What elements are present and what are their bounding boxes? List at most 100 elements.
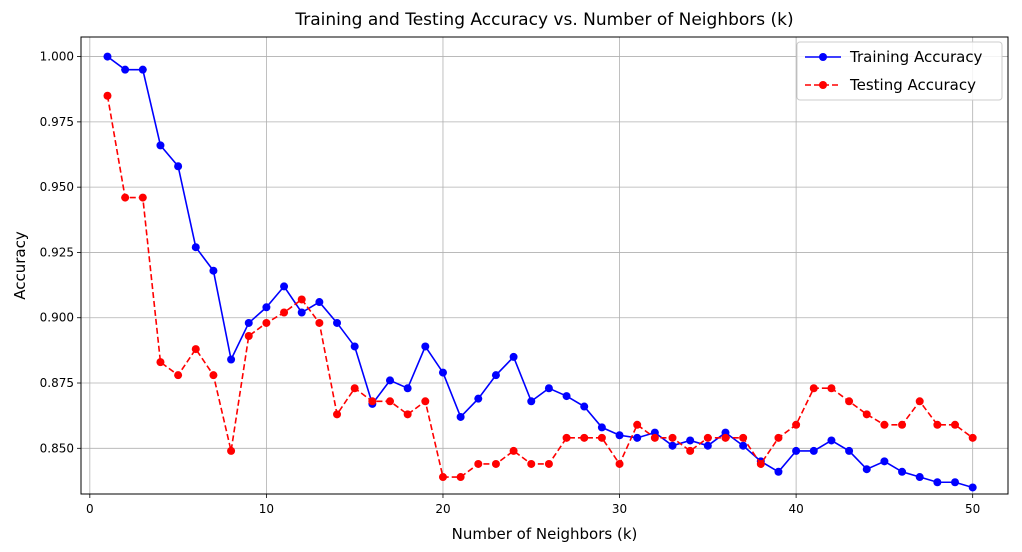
data-point <box>827 384 836 393</box>
legend-label: Training Accuracy <box>849 48 983 66</box>
data-point <box>792 446 801 455</box>
data-point <box>191 243 200 252</box>
series-0 <box>103 52 977 492</box>
data-point <box>809 446 818 455</box>
data-point <box>491 371 500 380</box>
data-point <box>421 397 430 406</box>
data-point <box>262 303 271 312</box>
data-point <box>297 295 306 304</box>
data-point <box>597 433 606 442</box>
data-point <box>280 308 289 317</box>
data-point <box>968 483 977 492</box>
data-point <box>809 384 818 393</box>
y-tick-label: 0.975 <box>40 115 74 129</box>
data-point <box>509 446 518 455</box>
data-point <box>650 433 659 442</box>
data-point <box>739 441 748 450</box>
x-tick-label: 30 <box>612 502 627 516</box>
data-point <box>438 473 447 482</box>
data-point <box>951 478 960 487</box>
x-tick-label: 40 <box>788 502 803 516</box>
chart-title: Training and Testing Accuracy vs. Number… <box>294 10 793 30</box>
data-point <box>898 467 907 476</box>
data-point <box>668 441 677 450</box>
data-point <box>315 318 324 327</box>
data-point <box>491 459 500 468</box>
data-point <box>686 436 695 445</box>
data-point <box>703 441 712 450</box>
x-axis-label: Number of Neighbors (k) <box>452 525 638 543</box>
legend-item: Testing Accuracy <box>805 76 976 94</box>
series-line <box>107 55 973 489</box>
data-point <box>421 342 430 351</box>
y-tick-label: 0.850 <box>40 441 74 455</box>
data-point <box>244 332 253 341</box>
data-point <box>209 371 218 380</box>
series-line <box>106 95 974 478</box>
data-point <box>774 467 783 476</box>
data-point <box>880 420 889 429</box>
legend-box <box>796 41 1003 101</box>
data-point <box>386 397 394 406</box>
data-point <box>262 318 271 327</box>
x-tick-label: 10 <box>259 502 274 516</box>
data-point <box>915 397 924 406</box>
data-point <box>474 394 483 403</box>
data-point <box>615 431 624 440</box>
data-point <box>615 459 624 468</box>
data-point <box>244 318 253 327</box>
x-tick-label: 0 <box>86 502 94 516</box>
data-point <box>368 397 377 406</box>
y-tick-label: 0.900 <box>40 311 74 325</box>
data-point <box>527 459 536 468</box>
data-point <box>350 342 359 351</box>
data-point <box>756 459 765 468</box>
data-point <box>580 402 589 411</box>
data-point <box>562 392 571 401</box>
data-point <box>333 410 342 419</box>
data-point <box>297 308 306 317</box>
legend: Training Accuracy Testing Accuracy <box>796 41 1003 101</box>
data-point <box>174 162 183 171</box>
data-point <box>792 420 801 429</box>
data-point <box>845 397 854 406</box>
data-point <box>845 446 854 455</box>
data-point <box>138 193 147 202</box>
axis-ticks: 0 10 20 30 40 50 0.850 0.875 0.900 0.925 0.950 0.97… <box>40 50 981 516</box>
legend-item: Training Accuracy <box>805 48 983 66</box>
data-point <box>103 91 112 100</box>
data-point <box>862 465 871 474</box>
data-point <box>915 473 924 482</box>
data-point <box>227 355 236 364</box>
data-point <box>703 433 712 442</box>
data-point <box>386 376 394 385</box>
data-point <box>968 433 977 442</box>
plot-area-frame <box>80 36 1009 495</box>
data-point <box>121 65 130 74</box>
data-point <box>933 478 942 487</box>
data-point <box>474 459 483 468</box>
data-point <box>633 433 642 442</box>
data-point <box>597 423 606 432</box>
data-point <box>456 412 465 421</box>
data-point <box>933 420 942 429</box>
data-point <box>827 436 836 445</box>
data-point <box>156 358 165 367</box>
data-point <box>898 420 907 429</box>
y-tick-label: 1.000 <box>40 50 74 64</box>
data-point <box>121 193 130 202</box>
data-point <box>951 420 960 429</box>
series-layer <box>103 52 977 492</box>
data-point <box>633 420 642 429</box>
data-point <box>333 318 342 327</box>
data-point <box>880 457 889 466</box>
legend-marker <box>819 81 827 89</box>
legend-label: Testing Accuracy <box>849 76 976 94</box>
y-tick-label: 0.925 <box>40 245 74 259</box>
grid <box>81 37 1008 494</box>
data-point <box>562 433 571 442</box>
data-point <box>403 384 412 393</box>
data-point <box>227 446 236 455</box>
data-point <box>527 397 536 406</box>
